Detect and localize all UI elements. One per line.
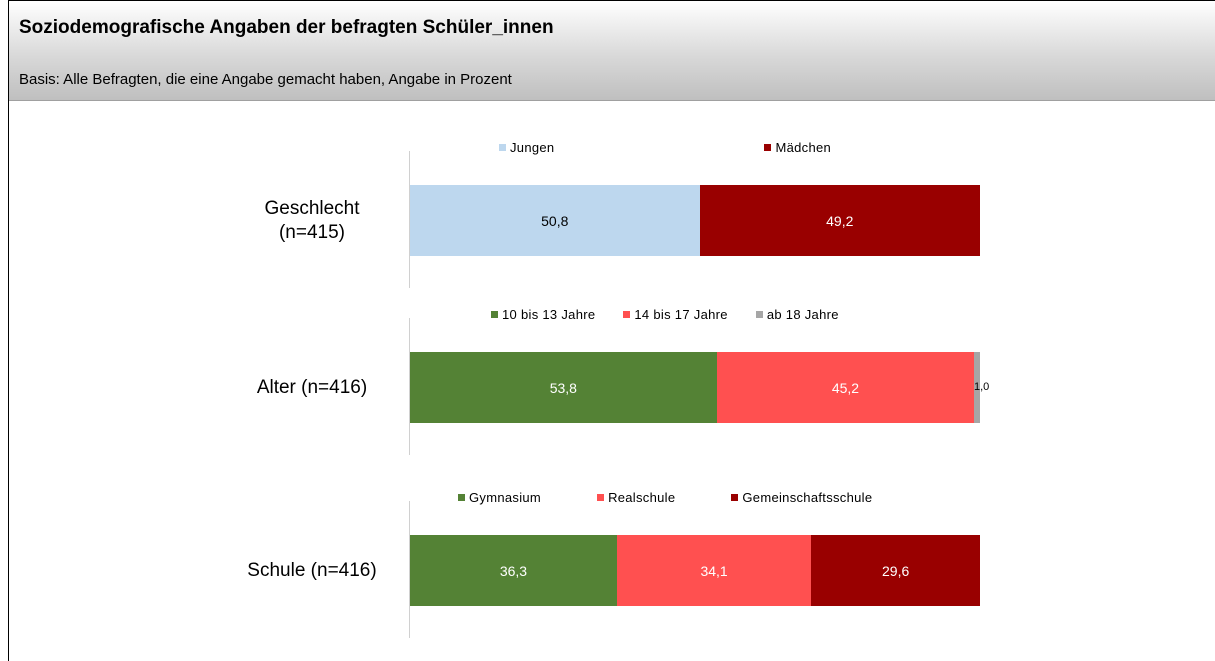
header: Soziodemografische Angaben der befragten… <box>9 1 1215 101</box>
legend-label: 10 bis 13 Jahre <box>502 307 596 322</box>
legend-swatch <box>731 494 739 501</box>
legend-swatch <box>491 311 498 318</box>
bar-segment: 29,6 <box>811 535 980 606</box>
legend: Gymnasium Realschule Gemeinschaftsschule <box>458 490 872 505</box>
legend-item: 10 bis 13 Jahre <box>491 307 595 322</box>
legend: Jungen Mädchen <box>499 140 831 155</box>
category-label: Geschlecht (n=415) <box>264 197 360 243</box>
legend-swatch <box>597 494 605 501</box>
legend-item: Mädchen <box>764 140 831 155</box>
legend-label: Gemeinschaftsschule <box>742 490 873 505</box>
value-label: 1,0 <box>974 380 990 393</box>
bar-segment: 45,2 <box>716 352 975 423</box>
legend-label: Mädchen <box>775 140 832 155</box>
frame: Soziodemografische Angaben der befragten… <box>8 0 1215 661</box>
axis-line <box>409 501 410 638</box>
category-label: Alter (n=416) <box>256 376 368 398</box>
legend-item: Jungen <box>499 140 554 155</box>
legend-label: Jungen <box>510 140 555 155</box>
legend-swatch <box>764 144 772 151</box>
bar-segment: 49,2 <box>699 185 980 256</box>
legend-item: Realschule <box>597 490 675 505</box>
value-label: 50,8 <box>541 212 569 229</box>
bar-segment: 36,3 <box>410 535 617 606</box>
subtitle: Basis: Alle Befragten, die eine Angabe g… <box>19 71 512 88</box>
title: Soziodemografische Angaben der befragten… <box>19 17 554 38</box>
value-label: 49,2 <box>826 212 854 229</box>
legend-item: 14 bis 17 Jahre <box>623 307 728 322</box>
legend-swatch <box>499 144 506 151</box>
legend-swatch <box>623 311 631 318</box>
category-label: Schule (n=416) <box>247 559 377 581</box>
legend-label: 14 bis 17 Jahre <box>634 307 728 322</box>
legend-swatch <box>458 494 465 501</box>
bar-segment: 34,1 <box>616 535 812 606</box>
legend-label: Realschule <box>608 490 676 505</box>
legend: 10 bis 13 Jahre 14 bis 17 Jahre ab 18 Jahr… <box>491 307 839 322</box>
value-label: 36,3 <box>499 562 528 579</box>
legend-label: ab 18 Jahre <box>766 307 839 322</box>
bar-segment: 50,8 <box>410 185 700 256</box>
legend-item: Gemeinschaftsschule <box>731 490 872 505</box>
axis-line <box>409 318 410 455</box>
value-label: 29,6 <box>882 562 910 579</box>
legend-item: ab 18 Jahre <box>755 307 839 322</box>
value-label: 53,8 <box>549 379 577 396</box>
legend-item: Gymnasium <box>458 490 541 505</box>
bar-segment: 53,8 <box>410 352 717 423</box>
value-label: 34,1 <box>700 562 728 579</box>
legend-swatch <box>755 311 763 318</box>
legend-label: Gymnasium <box>469 490 542 505</box>
axis-line <box>409 151 410 288</box>
value-label: 45,2 <box>831 379 860 396</box>
bar-segment <box>974 352 980 423</box>
